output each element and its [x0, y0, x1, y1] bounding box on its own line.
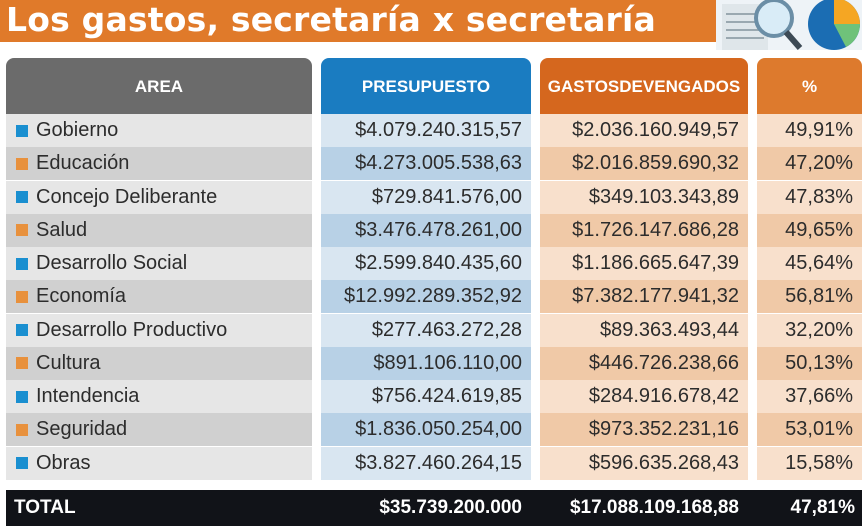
area-cell: Seguridad [6, 413, 312, 447]
presupuesto-cell: $891.106.110,00 [321, 346, 531, 380]
area-cell: Concejo Deliberante [6, 180, 312, 214]
square-bullet-icon [16, 457, 28, 470]
table-row: Concejo Deliberante $729.841.576,00 $349.1… [0, 180, 862, 214]
square-bullet-icon [16, 257, 28, 270]
area-name: Educación [36, 152, 130, 175]
percent-cell: 45,64% [757, 247, 862, 281]
gastos-cell: $1.186.665.647,39 [540, 247, 748, 281]
area-cell: Gobierno [6, 114, 312, 147]
square-bullet-icon [16, 224, 28, 237]
title-banner: Los gastos, secretaría x secretaría [0, 0, 716, 42]
presupuesto-cell: $3.827.460.264,15 [321, 446, 531, 480]
presupuesto-cell: $277.463.272,28 [321, 313, 531, 347]
gastos-cell: $596.635.268,43 [540, 446, 748, 480]
area-cell: Desarrollo Social [6, 247, 312, 281]
table-row: Cultura $891.106.110,00 $446.726.238,66 50,… [0, 346, 862, 380]
square-bullet-icon [16, 324, 28, 337]
area-name: Salud [36, 218, 88, 241]
table-row: Intendencia $756.424.619,85 $284.916.678,4… [0, 380, 862, 414]
gastos-cell: $284.916.678,42 [540, 380, 748, 414]
percent-cell: 50,13% [757, 346, 862, 380]
square-bullet-icon [16, 290, 28, 303]
area-name: Gobierno [36, 119, 119, 141]
area-cell: Cultura [6, 346, 312, 380]
pie-chart-icon [808, 0, 860, 50]
page-title: Los gastos, secretaría x secretaría [6, 0, 657, 39]
area-cell: Economía [6, 280, 312, 314]
square-bullet-icon [16, 191, 28, 204]
table-row: Economía $12.992.289.352,92 $7.382.177.941… [0, 280, 862, 314]
header-area: AREA [6, 58, 312, 114]
percent-cell: 37,66% [757, 380, 862, 414]
total-row: TOTAL $35.739.200.000 $17.088.109.168,88… [6, 490, 862, 526]
table-row: Seguridad $1.836.050.254,00 $973.352.231,1… [0, 413, 862, 447]
area-cell: Educación [6, 147, 312, 181]
presupuesto-cell: $4.273.005.538,63 [321, 147, 531, 181]
gastos-cell: $2.016.859.690,32 [540, 147, 748, 181]
area-name: Seguridad [36, 418, 128, 441]
presupuesto-cell: $12.992.289.352,92 [321, 280, 531, 314]
percent-cell: 47,83% [757, 180, 862, 214]
total-gastos: $17.088.109.168,88 [569, 497, 739, 518]
decorative-illustration [716, 0, 862, 50]
presupuesto-cell: $2.599.840.435,60 [321, 247, 531, 281]
area-cell: Salud [6, 213, 312, 247]
gastos-cell: $2.036.160.949,57 [540, 114, 748, 147]
presupuesto-cell: $729.841.576,00 [321, 180, 531, 214]
total-label: TOTAL [14, 497, 76, 518]
area-name: Intendencia [36, 385, 140, 408]
total-presupuesto: $35.739.200.000 [379, 497, 522, 518]
area-name: Cultura [36, 351, 101, 374]
square-bullet-icon [16, 423, 28, 436]
percent-cell: 15,58% [757, 446, 862, 480]
header-percent: % [757, 58, 862, 114]
table-row: Educación $4.273.005.538,63 $2.016.859.690… [0, 147, 862, 181]
gastos-cell: $1.726.147.686,28 [540, 213, 748, 247]
area-cell: Obras [6, 446, 312, 480]
area-name: Concejo Deliberante [36, 185, 218, 208]
header-presupuesto: PRESUPUESTO [321, 58, 531, 114]
table-row: Gobierno $4.079.240.315,57 $2.036.160.949,… [0, 114, 862, 147]
square-bullet-icon [16, 124, 28, 137]
presupuesto-cell: $4.079.240.315,57 [321, 114, 531, 147]
area-cell: Intendencia [6, 380, 312, 414]
percent-cell: 49,65% [757, 213, 862, 247]
presupuesto-cell: $1.836.050.254,00 [321, 413, 531, 447]
square-bullet-icon [16, 357, 28, 370]
area-name: Economía [36, 285, 127, 308]
presupuesto-cell: $3.476.478.261,00 [321, 213, 531, 247]
table-row: Desarrollo Productivo $277.463.272,28 $89.… [0, 313, 862, 347]
percent-cell: 53,01% [757, 413, 862, 447]
gastos-cell: $973.352.231,16 [540, 413, 748, 447]
percent-cell: 47,20% [757, 147, 862, 181]
table-row: Obras $3.827.460.264,15 $596.635.268,43 15,… [0, 446, 862, 480]
area-name: Desarrollo Productivo [36, 318, 228, 341]
percent-cell: 56,81% [757, 280, 862, 314]
total-percent: 47,81% [790, 497, 855, 518]
presupuesto-cell: $756.424.619,85 [321, 380, 531, 414]
table-row: Salud $3.476.478.261,00 $1.726.147.686,28 4… [0, 213, 862, 247]
percent-cell: 32,20% [757, 313, 862, 347]
gastos-cell: $7.382.177.941,32 [540, 280, 748, 314]
area-cell: Desarrollo Productivo [6, 313, 312, 347]
gastos-cell: $446.726.238,66 [540, 346, 748, 380]
table-row: Desarrollo Social $2.599.840.435,60 $1.186… [0, 247, 862, 281]
percent-cell: 49,91% [757, 114, 862, 147]
header-gastos-devengados: GASTOS DEVENGADOS [540, 58, 748, 114]
area-name: Obras [36, 451, 91, 474]
square-bullet-icon [16, 157, 28, 170]
square-bullet-icon [16, 390, 28, 403]
gastos-cell: $89.363.493,44 [540, 313, 748, 347]
area-name: Desarrollo Social [36, 252, 188, 275]
gastos-cell: $349.103.343,89 [540, 180, 748, 214]
magnifier-icon [754, 0, 803, 50]
